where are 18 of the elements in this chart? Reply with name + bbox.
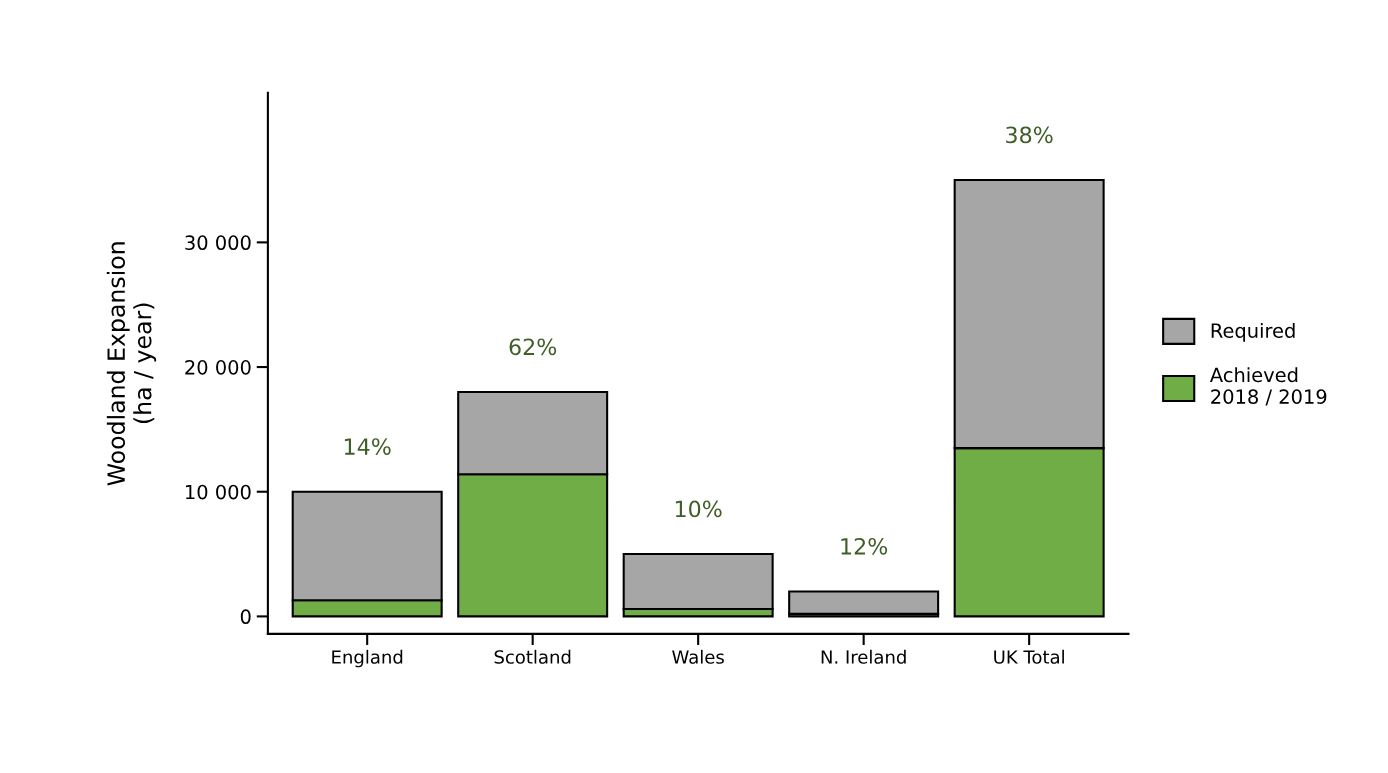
annotation: 38% bbox=[1006, 126, 1053, 144]
y-tick-label: 20 000 bbox=[185, 360, 251, 375]
legend-label: Required bbox=[1211, 322, 1295, 342]
x-tick-label: N. Ireland bbox=[821, 649, 906, 664]
x-tick-label: Scotland bbox=[494, 649, 571, 664]
y-tick-label: 30 000 bbox=[185, 235, 251, 251]
y-tick-label: 10 000 bbox=[186, 484, 251, 500]
annotation: 14% bbox=[344, 438, 391, 455]
y-tick-label: 0 bbox=[240, 609, 251, 625]
x-tick-label: UK Total bbox=[994, 649, 1064, 664]
annotation: 12% bbox=[841, 537, 888, 555]
bar bbox=[788, 590, 940, 615]
annotation: 62% bbox=[509, 338, 557, 356]
x-tick-label: Wales bbox=[672, 649, 724, 664]
annotation: 10% bbox=[675, 500, 722, 518]
x-tick-label: England bbox=[332, 649, 403, 668]
legend-label: Achieved 2018 / 2019 bbox=[1209, 367, 1327, 406]
y-axis-title: Woodland Expansion (ha / year) bbox=[106, 242, 157, 486]
